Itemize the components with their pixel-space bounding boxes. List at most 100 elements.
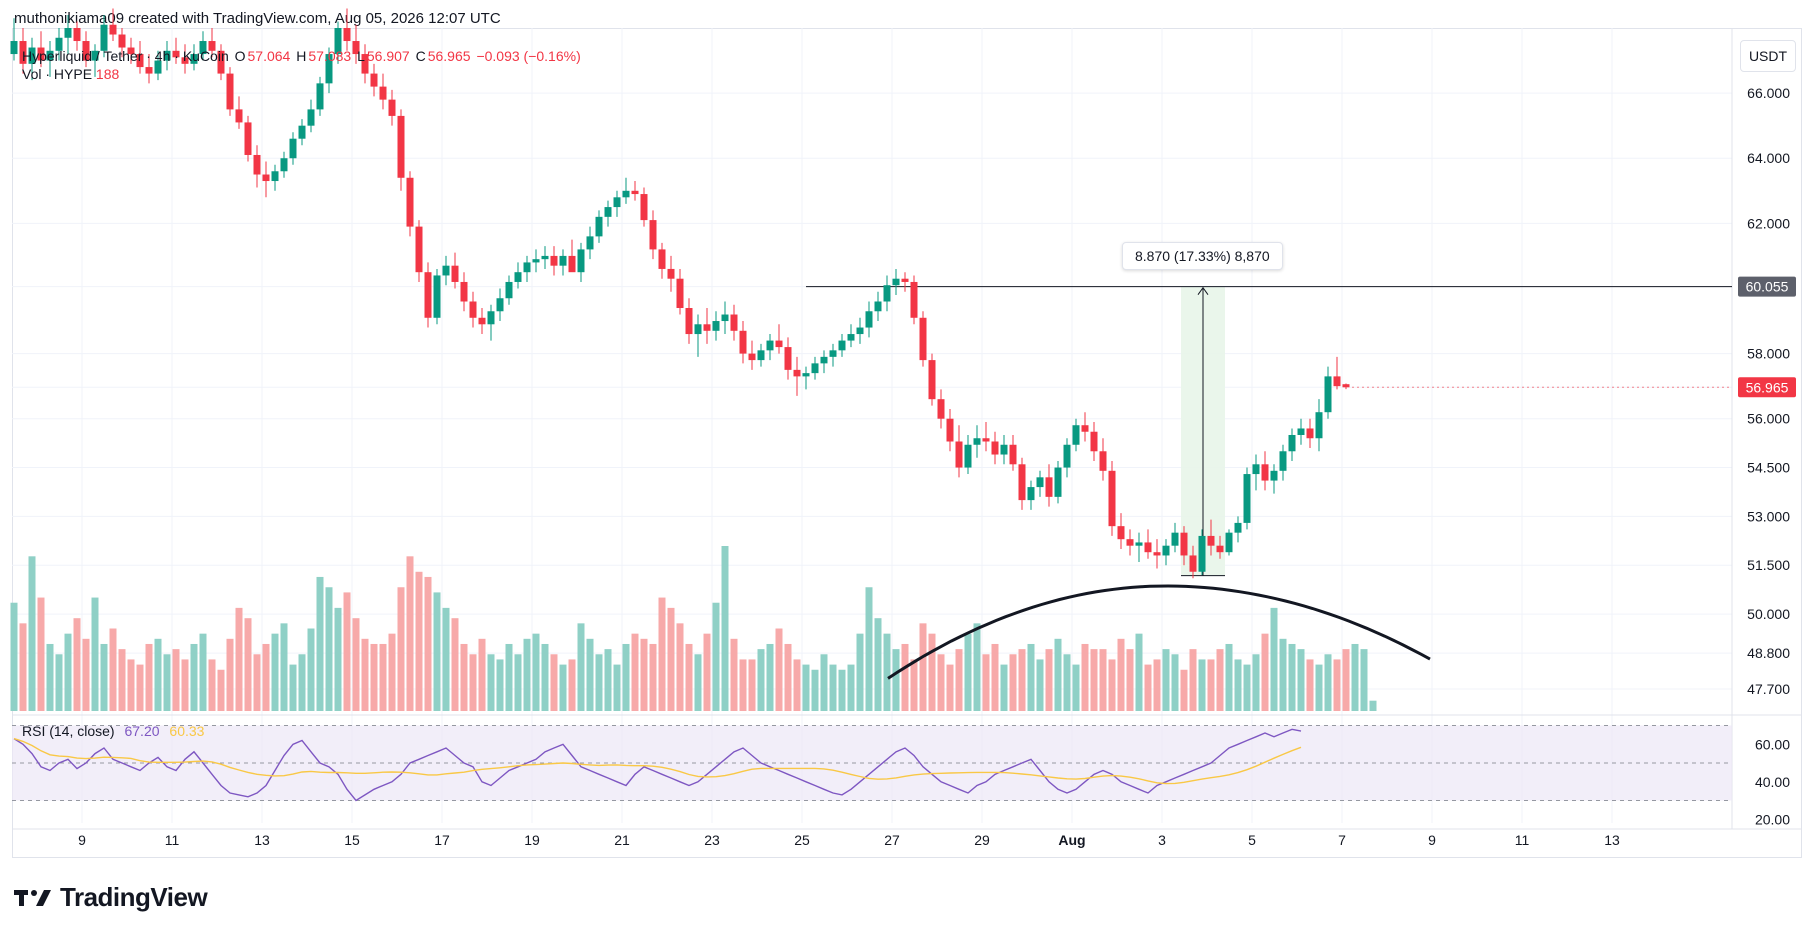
volume-bar xyxy=(1000,664,1008,711)
volume-bar xyxy=(271,633,279,711)
symbol-legend: Hyperliquid / Tether · 4h · KuCoin O 57.0… xyxy=(22,46,583,66)
chart-frame[interactable] xyxy=(12,28,1802,858)
volume-bar xyxy=(703,633,711,711)
candle-body xyxy=(550,255,558,266)
tradingview-logo[interactable]: TradingView xyxy=(14,882,208,913)
candle-body xyxy=(586,236,594,250)
y-tick-label: 56.000 xyxy=(1747,411,1790,427)
volume-bar xyxy=(847,664,855,711)
candle-body xyxy=(433,275,441,318)
candle-body xyxy=(262,174,270,182)
candle-body xyxy=(1324,376,1332,413)
candle-body xyxy=(253,154,261,175)
last-price-label: 56.965 xyxy=(1746,379,1789,395)
x-tick-label: 9 xyxy=(78,832,86,848)
y-tick-label: 53.000 xyxy=(1747,508,1790,524)
volume-bar xyxy=(865,587,873,711)
rsi-label[interactable]: RSI (14, close) xyxy=(22,723,115,739)
low-label: L xyxy=(357,48,365,64)
volume-bar xyxy=(1315,664,1323,711)
volume-bar xyxy=(145,643,153,711)
volume-bar xyxy=(1036,659,1044,711)
candle-body xyxy=(1288,434,1296,452)
x-tick-label: 13 xyxy=(1604,832,1620,848)
volume-bar xyxy=(928,633,936,711)
volume-bar xyxy=(424,576,432,711)
candle-body xyxy=(397,115,405,178)
candle-body xyxy=(244,122,252,155)
candle-body xyxy=(1036,477,1044,488)
symbol-label[interactable]: Hyperliquid / Tether · 4h · KuCoin xyxy=(22,48,229,64)
measure-tooltip: 8.870 (17.33%) 8,870 xyxy=(1122,242,1283,270)
candle-body xyxy=(1180,532,1188,556)
x-tick-label: 9 xyxy=(1428,832,1436,848)
volume-bar xyxy=(883,633,891,711)
volume-bar xyxy=(262,643,270,711)
candle-body xyxy=(946,418,954,442)
candle-body xyxy=(1270,470,1278,481)
volume-bar xyxy=(874,618,882,711)
candle-body xyxy=(505,281,513,299)
candle-body xyxy=(388,99,396,116)
candle-body xyxy=(1198,535,1206,572)
volume-bar xyxy=(10,602,18,711)
volume-bar xyxy=(937,654,945,711)
volume-bar xyxy=(1108,659,1116,711)
candle-body xyxy=(784,347,792,370)
volume-bar xyxy=(235,607,243,711)
candle-body xyxy=(919,317,927,361)
volume-bar xyxy=(559,664,567,711)
volume-bar xyxy=(910,659,918,711)
candle-body xyxy=(217,50,225,74)
y-tick-label: 47.700 xyxy=(1747,681,1790,697)
volume-bar xyxy=(28,556,36,711)
volume-bar xyxy=(1081,643,1089,711)
candle-body xyxy=(1117,526,1125,540)
volume-bar xyxy=(307,628,315,711)
volume-bar xyxy=(829,664,837,711)
candle-body xyxy=(1342,384,1350,388)
volume-bar xyxy=(1153,659,1161,711)
volume-bar xyxy=(775,628,783,711)
volume-bar xyxy=(325,587,333,711)
candle-body xyxy=(226,73,234,110)
candle-body xyxy=(361,54,369,74)
volume-bar xyxy=(478,638,486,711)
volume-bar xyxy=(685,643,693,711)
volume-bar xyxy=(505,643,513,711)
volume-bar xyxy=(739,659,747,711)
volume-bar xyxy=(604,649,612,711)
volume-bar xyxy=(757,649,765,711)
volume-bar xyxy=(541,643,549,711)
volume-label[interactable]: Vol · HYPE xyxy=(22,66,93,82)
volume-bar xyxy=(280,623,288,711)
volume-bar xyxy=(415,571,423,711)
candle-body xyxy=(1207,535,1215,546)
candle-body xyxy=(982,438,990,442)
volume-bar xyxy=(298,654,306,711)
candle-body xyxy=(280,158,288,172)
volume-bar xyxy=(1342,649,1350,711)
candle-body xyxy=(712,321,720,331)
x-tick-label: 3 xyxy=(1158,832,1166,848)
volume-bar xyxy=(973,623,981,711)
candle-body xyxy=(10,41,18,55)
x-tick-label: 29 xyxy=(974,832,990,848)
candle-body xyxy=(649,220,657,250)
volume-legend: Vol · HYPE 188 xyxy=(22,66,119,82)
volume-bar xyxy=(1117,638,1125,711)
candle-body xyxy=(793,369,801,377)
candle-body xyxy=(352,41,360,55)
candle-body xyxy=(451,265,459,282)
volume-bar xyxy=(1054,638,1062,711)
volume-bar xyxy=(1027,643,1035,711)
volume-bar xyxy=(244,618,252,711)
volume-bar xyxy=(208,659,216,711)
candle-body xyxy=(991,441,999,455)
currency-button[interactable]: USDT xyxy=(1740,40,1796,72)
candle-body xyxy=(901,278,909,282)
candle-body xyxy=(154,60,162,74)
y-tick-label: 64.000 xyxy=(1747,150,1790,166)
candle-body xyxy=(181,57,189,64)
